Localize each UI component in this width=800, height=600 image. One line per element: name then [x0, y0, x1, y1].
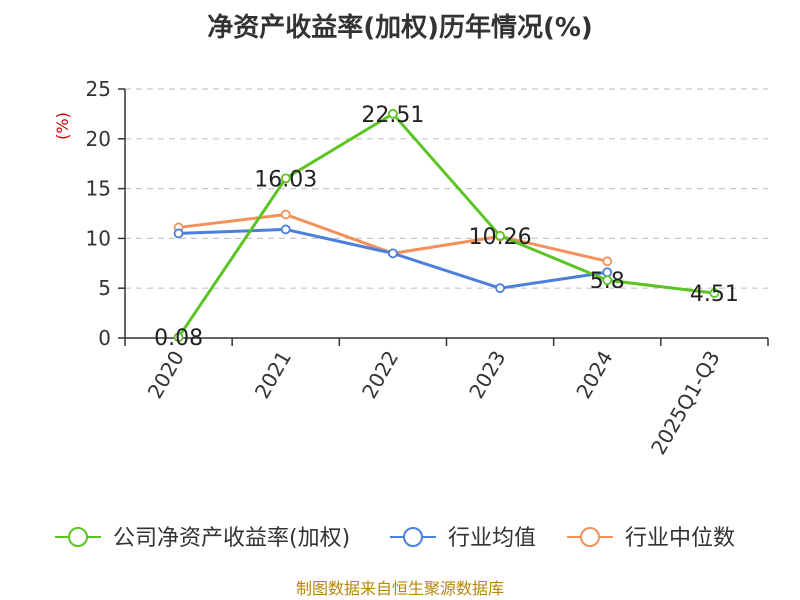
legend-label: 行业均值	[448, 526, 536, 551]
data-point-0	[280, 173, 291, 184]
y-tick-label: 0	[98, 326, 111, 350]
data-point-2	[280, 209, 291, 220]
chart-title: 净资产收益率(加权)历年情况(%)	[207, 12, 593, 43]
data-label: 16.03	[254, 167, 317, 192]
data-label: 22.51	[361, 103, 424, 128]
y-tick-label: 10	[86, 226, 111, 250]
y-tick-label: 25	[86, 77, 111, 101]
x-tick-label: 2022	[357, 347, 403, 403]
y-tick-label: 20	[86, 127, 111, 151]
data-point-1	[388, 248, 398, 259]
data-label: 0.08	[154, 326, 203, 351]
data-point-0	[495, 230, 505, 241]
data-point-0	[709, 288, 720, 298]
x-tick-label: 2021	[250, 347, 296, 403]
legend-label: 行业中位数	[625, 526, 735, 551]
legend-marker-1	[403, 527, 423, 547]
series-line-0	[177, 112, 715, 339]
x-tick-label: 2020	[143, 347, 189, 403]
data-label: 10.26	[469, 225, 532, 250]
data-point-0	[602, 275, 613, 286]
data-point-1	[280, 224, 291, 235]
data-point-0	[173, 332, 184, 343]
legend-marker-2	[580, 527, 600, 547]
legend-marker-0	[68, 527, 88, 547]
data-point-1	[173, 228, 184, 239]
y-axis-label: (%)	[53, 112, 72, 140]
x-tick-label: 2024	[571, 347, 617, 403]
data-point-1	[495, 283, 505, 294]
x-tick-label: 2023	[464, 347, 510, 403]
data-point-2	[602, 256, 613, 267]
x-tick-label: 2025Q1-Q3	[646, 347, 725, 459]
data-label: 4.51	[690, 282, 739, 307]
data-label: 5.8	[590, 269, 625, 294]
y-tick-label: 5	[98, 276, 111, 300]
y-tick-label: 15	[86, 177, 111, 201]
data-point-0	[388, 108, 398, 119]
legend-label: 公司净资产收益率(加权)	[113, 526, 350, 551]
data-source-note: 制图数据来自恒生聚源数据库	[296, 579, 504, 598]
